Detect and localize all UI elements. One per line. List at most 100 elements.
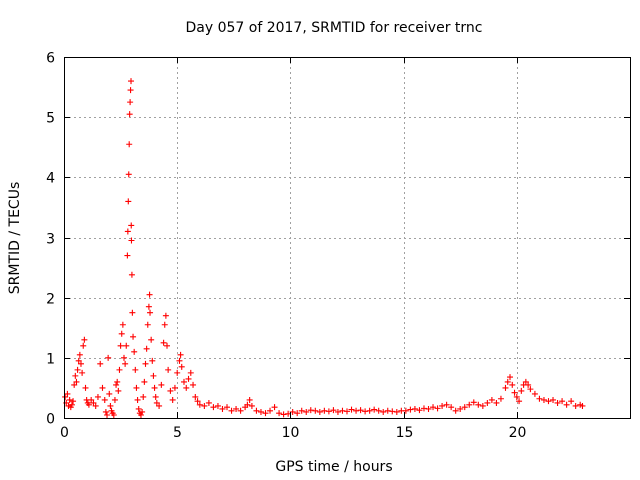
- y-tick-label: 2: [46, 292, 55, 308]
- data-point: [160, 339, 167, 346]
- data-point: [125, 198, 132, 205]
- data-point: [171, 384, 178, 391]
- data-point: [130, 333, 137, 340]
- data-point: [504, 378, 511, 385]
- data-point: [531, 390, 538, 397]
- data-point: [137, 411, 144, 418]
- data-point: [174, 369, 181, 376]
- data-point: [511, 389, 518, 396]
- data-point: [110, 411, 117, 418]
- data-point: [479, 402, 486, 409]
- data-point: [183, 384, 190, 391]
- data-point: [402, 407, 409, 414]
- data-point: [68, 401, 75, 408]
- data-point: [559, 398, 566, 405]
- x-tick-label: 20: [509, 425, 527, 441]
- data-point: [420, 405, 427, 412]
- data-point: [177, 351, 184, 358]
- data-point: [375, 407, 382, 414]
- data-point: [353, 407, 360, 414]
- data-point: [79, 369, 86, 376]
- data-point: [325, 408, 332, 415]
- data-point: [167, 387, 174, 394]
- data-point: [158, 381, 165, 388]
- data-point: [312, 407, 319, 414]
- data-point: [470, 399, 477, 406]
- data-point: [164, 342, 171, 349]
- data-point: [516, 398, 523, 405]
- data-point: [425, 405, 432, 412]
- data-point: [132, 366, 139, 373]
- data-point: [80, 342, 87, 349]
- data-point: [550, 396, 557, 403]
- data-point: [466, 401, 473, 408]
- data-point: [502, 384, 509, 391]
- data-point: [362, 408, 369, 415]
- data-point: [366, 407, 373, 414]
- data-point: [126, 111, 133, 118]
- data-point: [572, 402, 579, 409]
- data-point: [90, 399, 97, 406]
- data-point: [257, 408, 264, 415]
- data-point: [124, 228, 131, 235]
- data-point: [339, 407, 346, 414]
- data-point: [176, 357, 183, 364]
- data-points: [62, 78, 586, 418]
- data-point: [145, 303, 152, 310]
- data-point: [127, 99, 134, 106]
- data-point: [248, 402, 255, 409]
- x-tick-label: 5: [173, 425, 182, 441]
- data-point: [149, 357, 156, 364]
- data-point: [74, 366, 81, 373]
- x-tick-label: 10: [282, 425, 300, 441]
- data-point: [253, 407, 260, 414]
- data-point: [134, 396, 141, 403]
- data-point: [131, 348, 138, 355]
- data-point: [146, 291, 153, 298]
- data-point: [210, 404, 217, 411]
- data-point: [88, 396, 95, 403]
- data-point: [201, 402, 208, 409]
- data-point: [147, 309, 154, 316]
- data-point: [407, 406, 414, 413]
- data-point: [101, 396, 108, 403]
- data-point: [224, 404, 231, 411]
- data-point: [568, 398, 575, 405]
- data-point: [439, 402, 446, 409]
- y-tick-labels: 0 1 2 3 4 5 6: [46, 51, 55, 428]
- data-point: [73, 378, 80, 385]
- data-point: [294, 410, 301, 417]
- data-point: [141, 378, 148, 385]
- data-point: [152, 393, 159, 400]
- data-point: [233, 405, 240, 412]
- data-point: [545, 398, 552, 405]
- data-point: [72, 372, 79, 379]
- data-point: [484, 399, 491, 406]
- data-point: [119, 321, 126, 328]
- data-point: [162, 312, 169, 319]
- data-point: [114, 378, 121, 385]
- data-point: [357, 407, 364, 414]
- data-point: [75, 357, 82, 364]
- data-point: [330, 407, 337, 414]
- data-point: [262, 410, 269, 417]
- data-point: [316, 408, 323, 415]
- data-point: [113, 381, 120, 388]
- data-point: [105, 354, 112, 361]
- data-point: [488, 396, 495, 403]
- data-point: [92, 402, 99, 409]
- data-point: [497, 395, 504, 402]
- data-point: [62, 393, 69, 400]
- data-point: [140, 393, 147, 400]
- data-point: [554, 399, 561, 406]
- y-tick-label: 6: [46, 51, 55, 67]
- data-point: [76, 351, 83, 358]
- data-point: [348, 406, 355, 413]
- data-point: [493, 399, 500, 406]
- data-point: [579, 402, 586, 409]
- data-point: [133, 384, 140, 391]
- data-point: [187, 369, 194, 376]
- data-point: [118, 330, 125, 337]
- data-point: [289, 408, 296, 415]
